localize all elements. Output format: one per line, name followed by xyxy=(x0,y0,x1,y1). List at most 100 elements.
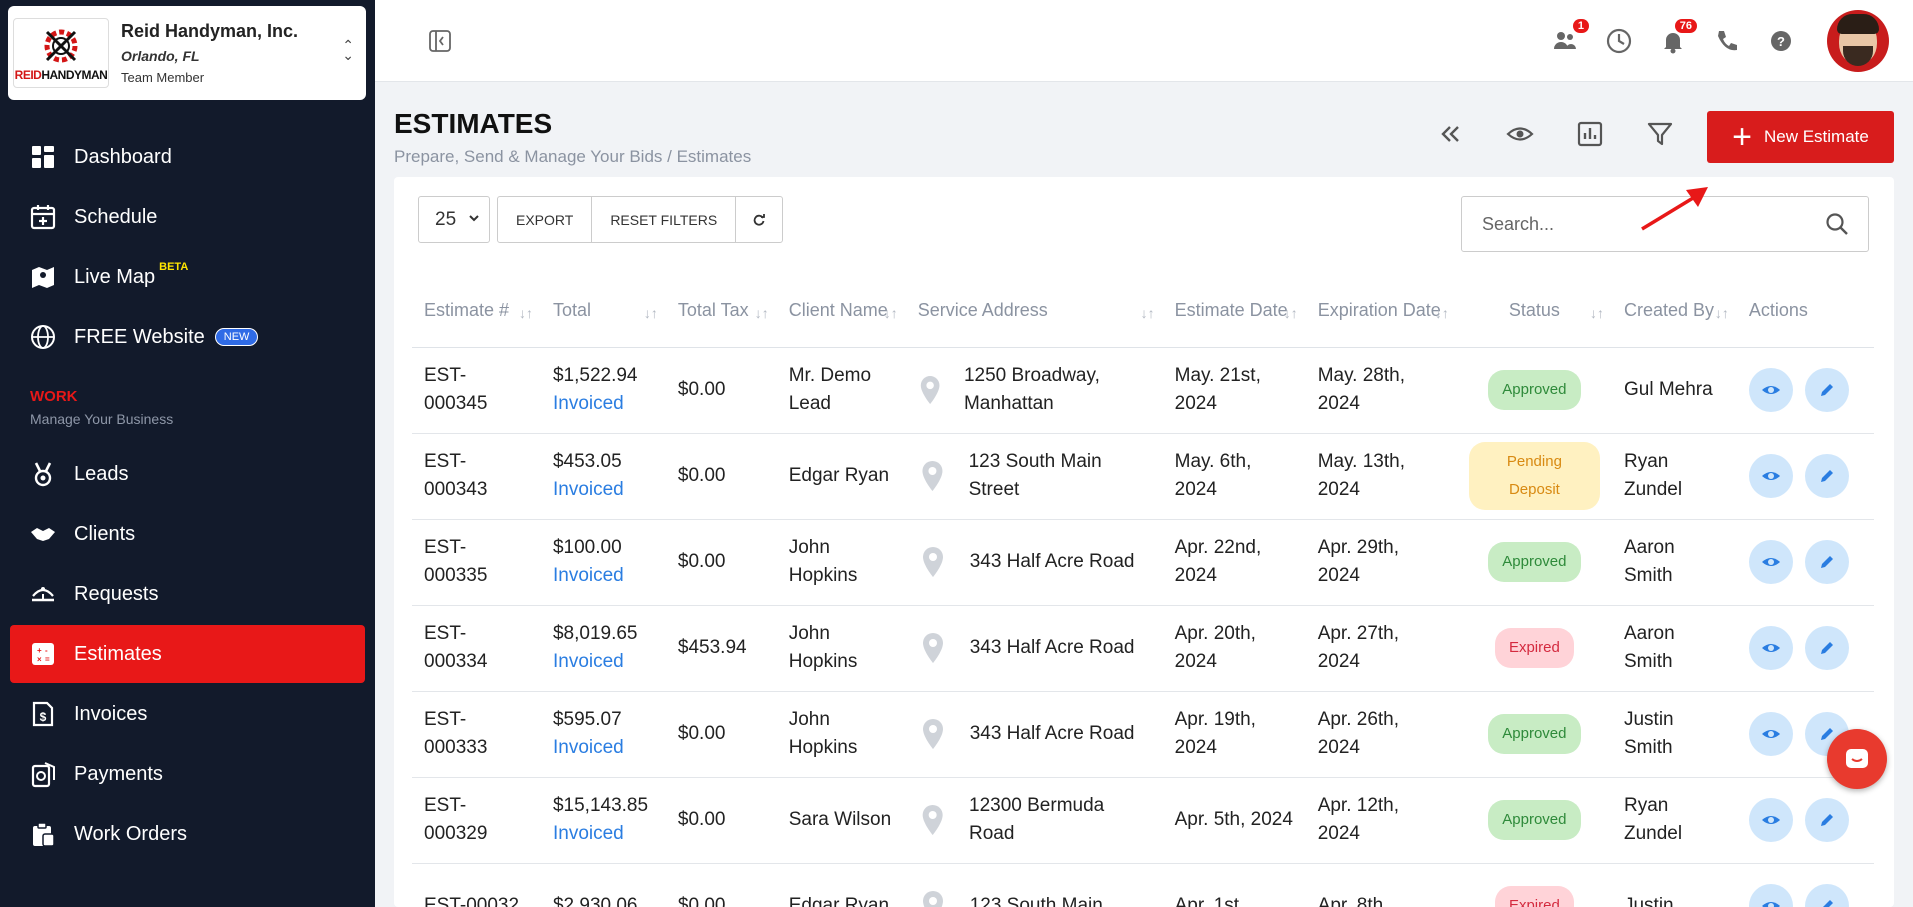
sidebar-item-clients[interactable]: Clients xyxy=(10,505,365,563)
view-eye-icon[interactable] xyxy=(1748,368,1793,412)
expiration-date: Apr. 29th, 2024 xyxy=(1305,519,1457,606)
refresh-button[interactable] xyxy=(736,197,782,242)
sidebar-item-dashboard[interactable]: Dashboard xyxy=(10,128,365,186)
table-row[interactable]: EST-00032 $2,930.06 $0.00 Edgar Ryan 123 Sou… xyxy=(412,863,1874,907)
created-by: Gul Mehra xyxy=(1611,347,1737,434)
column-header[interactable]: Service Address ↓↑ xyxy=(905,275,1163,348)
chevron-updown-icon[interactable]: ⌃ ⌄ xyxy=(342,37,354,63)
tax-cell: $0.00 xyxy=(665,691,777,778)
view-eye-icon[interactable] xyxy=(1748,626,1793,670)
column-header[interactable]: Total ↓↑ xyxy=(540,275,666,348)
sidebar-item-estimates[interactable]: + - × = Estimates xyxy=(10,625,365,683)
sort-icon[interactable]: ↓↑ xyxy=(1434,305,1449,321)
total-cell: $100.00 Invoiced xyxy=(540,519,666,606)
estimate-number[interactable]: EST-000335 xyxy=(412,519,541,606)
avatar[interactable] xyxy=(1827,10,1889,72)
svg-text:×: × xyxy=(37,655,42,664)
table-row[interactable]: EST-000335 $100.00 Invoiced $0.00 John Hopki… xyxy=(412,519,1874,606)
company-switcher[interactable]: REIDHANDYMAN Reid Handyman, Inc. Orlando… xyxy=(8,6,366,100)
view-eye-icon[interactable] xyxy=(1748,454,1793,498)
estimate-number[interactable]: EST-000329 xyxy=(412,777,541,864)
estimate-number[interactable]: EST-000343 xyxy=(412,433,541,520)
estimate-date: Apr. 20th, 2024 xyxy=(1162,605,1306,692)
sort-icon[interactable]: ↓↑ xyxy=(1589,305,1604,321)
phone-icon[interactable] xyxy=(1711,25,1743,57)
search-input[interactable]: Search... xyxy=(1461,196,1869,252)
status-badge: Expired xyxy=(1494,628,1574,668)
sort-icon[interactable]: ↓↑ xyxy=(643,305,658,321)
sort-icon[interactable]: ↓↑ xyxy=(1283,305,1298,321)
sort-icon[interactable]: ↓↑ xyxy=(518,305,533,321)
edit-pencil-icon[interactable] xyxy=(1804,626,1849,670)
sidebar-item-invoices[interactable]: $ Invoices xyxy=(10,685,365,743)
new-estimate-button[interactable]: + New Estimate xyxy=(1707,111,1894,163)
table-row[interactable]: EST-000343 $453.05 Invoiced $0.00 Edgar Ryan… xyxy=(412,433,1874,520)
total-cell: $453.05 Invoiced xyxy=(540,433,666,520)
table-row[interactable]: EST-000333 $595.07 Invoiced $0.00 John Hopki… xyxy=(412,691,1874,778)
column-header[interactable]: Estimate Date ↓↑ xyxy=(1162,275,1306,348)
invoiced-link[interactable]: Invoiced xyxy=(552,479,624,500)
estimate-number[interactable]: EST-000334 xyxy=(412,605,541,692)
view-eye-icon[interactable] xyxy=(1748,712,1793,756)
sidebar-item-free-website[interactable]: FREE Website NEW xyxy=(10,308,365,366)
edit-pencil-icon[interactable] xyxy=(1804,540,1849,584)
team-icon[interactable]: 1 xyxy=(1549,19,1589,57)
column-header[interactable]: Created By ↓↑ xyxy=(1611,275,1737,348)
table-row[interactable]: EST-000345 $1,522.94 Invoiced $0.00 Mr. Demo… xyxy=(412,347,1874,434)
sidebar-item-live-map[interactable]: Live Map BETA xyxy=(10,248,365,306)
column-header[interactable]: Expiration Date ↓↑ xyxy=(1305,275,1457,348)
sidebar-item-payments[interactable]: Payments xyxy=(10,745,365,803)
plus-icon: + xyxy=(1732,118,1752,156)
work-orders-icon xyxy=(28,819,58,849)
sidebar-toggle-icon[interactable] xyxy=(427,28,453,54)
service-address: 343 Half Acre Road xyxy=(905,605,1163,692)
sort-icon[interactable]: ↓↑ xyxy=(883,305,898,321)
top-bar: 1 76 ? xyxy=(375,0,1913,82)
filter-icon[interactable] xyxy=(1642,116,1678,152)
export-button[interactable]: EXPORT xyxy=(498,197,593,242)
table-row[interactable]: EST-000334 $8,019.65 Invoiced $453.94 John H… xyxy=(412,605,1874,692)
estimate-number[interactable]: EST-000333 xyxy=(412,691,541,778)
clock-icon[interactable] xyxy=(1603,25,1635,57)
view-eye-icon[interactable] xyxy=(1748,884,1793,907)
eye-icon[interactable] xyxy=(1502,116,1538,152)
edit-pencil-icon[interactable] xyxy=(1804,454,1849,498)
help-gear-icon[interactable]: ? xyxy=(1765,25,1797,57)
chat-button[interactable] xyxy=(1827,729,1887,789)
sidebar-item-requests[interactable]: Requests xyxy=(10,565,365,623)
sort-icon[interactable]: ↓↑ xyxy=(1714,305,1729,321)
svg-text:+: + xyxy=(37,646,42,655)
sidebar-item-leads[interactable]: Leads xyxy=(10,445,365,503)
invoiced-link[interactable]: Invoiced xyxy=(552,651,624,672)
estimate-number[interactable]: EST-000345 xyxy=(412,347,541,434)
invoiced-link[interactable]: Invoiced xyxy=(552,823,624,844)
invoiced-link[interactable]: Invoiced xyxy=(552,565,624,586)
sidebar-item-schedule[interactable]: Schedule xyxy=(10,188,365,246)
view-eye-icon[interactable] xyxy=(1748,798,1793,842)
reset-filters-button[interactable]: RESET FILTERS xyxy=(592,197,737,242)
status-cell: Expired xyxy=(1456,605,1612,692)
per-page-select[interactable]: 25 xyxy=(418,196,490,243)
invoiced-link[interactable]: Invoiced xyxy=(552,737,624,758)
column-header[interactable]: Estimate # ↓↑ xyxy=(412,275,541,348)
column-header[interactable]: Client Name ↓↑ xyxy=(776,275,906,348)
table-row[interactable]: EST-000329 $15,143.85 Invoiced $0.00 Sara Wi… xyxy=(412,777,1874,864)
sort-icon[interactable]: ↓↑ xyxy=(1140,305,1155,321)
column-header[interactable]: Total Tax ↓↑ xyxy=(665,275,777,348)
sidebar-item-work-orders[interactable]: Work Orders xyxy=(10,805,365,863)
search-icon[interactable] xyxy=(1824,211,1850,237)
invoiced-link[interactable]: Invoiced xyxy=(552,393,624,414)
edit-pencil-icon[interactable] xyxy=(1804,884,1849,907)
sort-icon[interactable]: ↓↑ xyxy=(754,305,769,321)
collapse-left-icon[interactable] xyxy=(1432,116,1468,152)
column-header[interactable]: Status ↓↑ xyxy=(1456,275,1612,348)
actions-cell xyxy=(1736,777,1874,864)
bell-icon[interactable]: 76 xyxy=(1657,19,1697,57)
chart-icon[interactable] xyxy=(1572,116,1608,152)
estimate-number[interactable]: EST-00032 xyxy=(412,863,541,907)
edit-pencil-icon[interactable] xyxy=(1804,368,1849,412)
estimate-date: Apr. 1st, xyxy=(1162,863,1306,907)
view-eye-icon[interactable] xyxy=(1748,540,1793,584)
edit-pencil-icon[interactable] xyxy=(1804,798,1849,842)
calendar-plus-icon xyxy=(28,202,58,232)
